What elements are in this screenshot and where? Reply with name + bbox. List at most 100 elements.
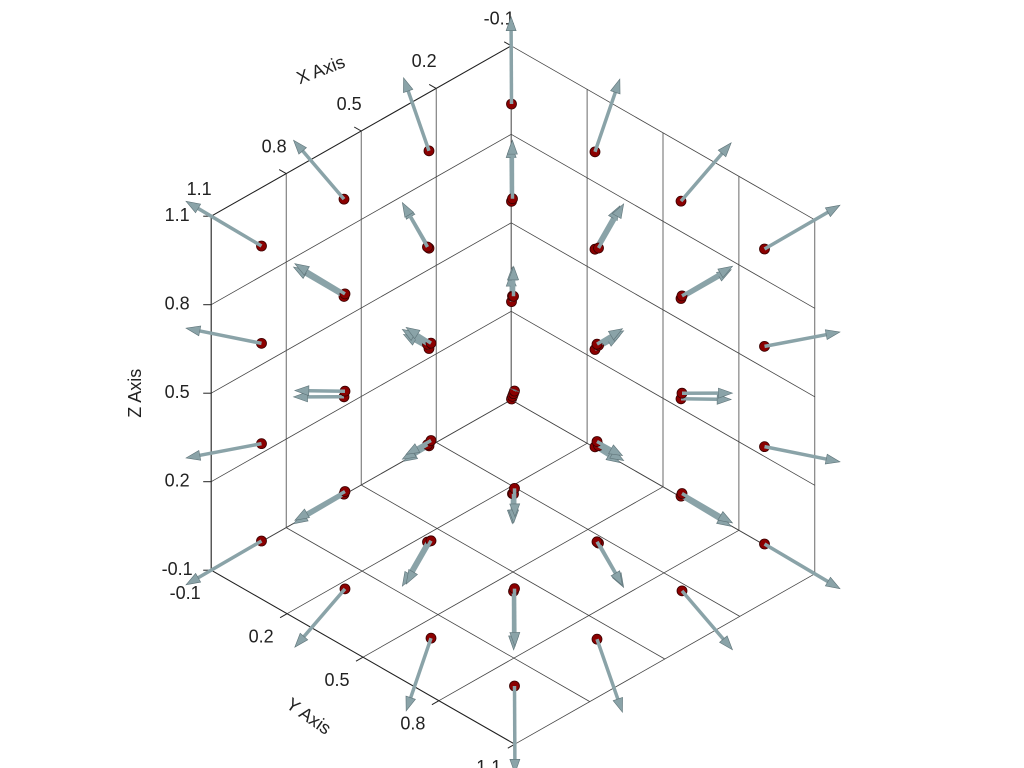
arrow [680,589,734,651]
arrow-head [509,388,520,393]
arrow-shaft [680,275,720,301]
x-tick-label: 0.5 [337,94,362,114]
arrow [403,76,431,152]
z-tick-label: 0.8 [165,293,190,313]
grid-line [514,573,815,745]
arrow-shaft [302,587,347,638]
arrow [681,265,734,298]
arrow-head [824,453,841,465]
arrow [764,444,841,465]
arrow-head [292,391,308,403]
z-tick-label: -0.1 [162,559,193,579]
arrow-head [508,265,520,281]
y-tick-mark [279,613,288,619]
arrow [596,439,624,456]
arrow-shaft [406,90,431,152]
arrow-head [717,265,734,279]
arrow-shaft [197,539,263,580]
y-tick-label: 0.8 [400,713,425,733]
arrow-shaft [304,272,345,299]
grid-line [438,529,740,702]
arrow-head [506,139,518,155]
arrow-head [824,576,841,590]
z-tick-label: 1.1 [165,205,190,225]
arrow-head [608,444,624,456]
grid-line [511,310,815,486]
arrow-head [185,325,202,337]
arrow [405,539,433,585]
arrow [509,388,520,393]
y-tick-label: 0.5 [324,670,349,690]
x-tick-label: 0.2 [412,51,437,71]
arrow [763,542,841,590]
arrow [294,263,346,296]
arrow-head [293,385,310,397]
arrow-shaft [199,329,262,346]
arrow [595,638,623,714]
grid-line [511,222,815,398]
arrow-shaft [416,333,432,345]
grid-line [362,486,664,658]
arrow [509,488,521,518]
arrow-shaft [595,540,617,575]
arrow-head [509,632,521,648]
arrow-shaft [407,213,430,248]
y-tick-label: 1.1 [476,757,501,768]
arrow-head [401,201,415,218]
x-tick-mark [278,169,287,175]
arrow-shaft [305,269,346,296]
y-tick-label: 0.2 [249,626,274,646]
arrow [405,438,432,455]
arrow-head [824,329,841,341]
arrow-shaft [763,210,829,251]
arrow-shaft [304,492,345,519]
arrow-shaft [680,397,718,402]
arrow-shaft [680,494,721,521]
x-tick-mark [428,83,437,89]
x-tick-label: 0.8 [262,136,287,156]
arrow [596,203,625,249]
arrow-shaft [407,541,430,575]
grid-line [211,310,512,483]
arrow [185,539,263,586]
arrow [681,387,734,399]
arrow-head [403,76,414,94]
arrow-head [292,139,307,155]
arrow [185,325,262,346]
arrow-head [610,570,623,587]
arrow-head [185,200,202,214]
arrow-shaft [681,271,722,298]
arrow-shaft [412,334,429,346]
arrow-head [405,695,416,712]
arrow-shaft [197,206,263,248]
arrow [405,637,433,712]
arrow [293,385,346,397]
arrow-head [294,632,309,648]
arrow [509,685,521,768]
arrow-head [505,15,517,32]
y-tick-mark [431,700,440,706]
x-tick-mark [353,126,362,132]
arrow-shaft [301,149,346,201]
y-tick-mark [355,656,364,662]
z-tick-label: 0.2 [165,470,190,490]
grid-line [511,45,815,221]
arrow-head [607,328,624,341]
arrow-shaft [416,438,432,450]
arrow-shaft [596,439,612,451]
arrow-shaft [596,334,612,346]
x-tick-label: 1.1 [187,179,212,199]
arrow-head [610,78,621,95]
arrow [508,265,520,297]
arrow-shaft [764,444,827,461]
arrow [595,540,623,587]
arrow [593,78,621,153]
arrow [509,588,521,648]
arrow [405,326,432,345]
arrow-head [294,508,310,521]
arrow-shaft [680,589,725,641]
arrow-shaft [681,491,722,518]
arrow [294,587,347,648]
arrow [681,491,734,524]
